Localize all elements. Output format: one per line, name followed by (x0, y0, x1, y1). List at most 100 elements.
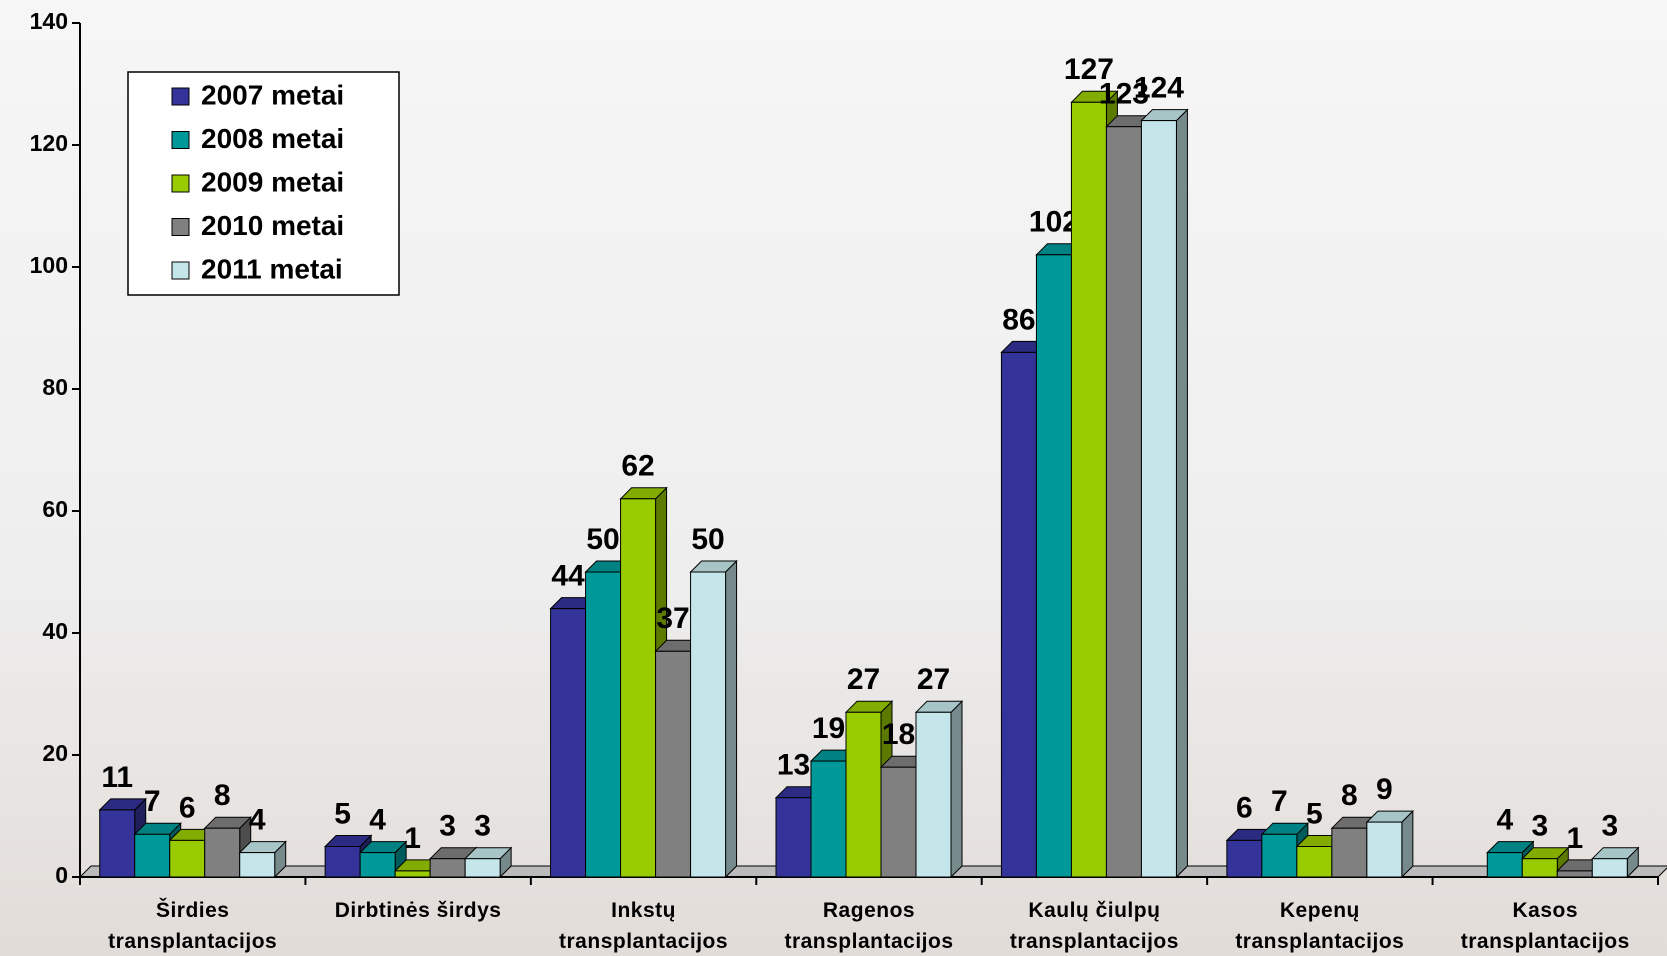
bar-front (1261, 833, 1298, 878)
bar (463, 846, 513, 879)
bar-front (1296, 846, 1333, 878)
value-label: 27 (917, 663, 950, 696)
value-label: 1 (1566, 822, 1583, 855)
bar-front (810, 760, 847, 878)
value-label: 124 (1134, 72, 1184, 105)
value-label: 8 (214, 779, 231, 812)
legend-label: 2010 metai (201, 210, 344, 241)
bar-front (845, 711, 882, 878)
bar-front (1331, 827, 1368, 878)
bar (1140, 108, 1189, 879)
bar-front (655, 650, 692, 878)
y-tick-label: 60 (42, 496, 68, 522)
value-label: 11 (101, 761, 133, 794)
bar-front (324, 846, 361, 878)
value-label: 127 (1064, 53, 1114, 86)
bar (914, 700, 964, 879)
bar-front (1591, 858, 1628, 878)
legend-swatch (171, 87, 190, 106)
value-label: 3 (1601, 810, 1618, 843)
bar-front (169, 839, 206, 878)
legend-swatch (171, 261, 190, 280)
value-label: 5 (1306, 797, 1323, 830)
value-label: 4 (249, 804, 266, 837)
value-label: 123 (1099, 78, 1149, 111)
value-label: 4 (369, 804, 386, 837)
bar-front (1070, 101, 1107, 878)
value-label: 44 (551, 560, 585, 593)
bar-side (950, 700, 963, 879)
legend-swatch (171, 131, 190, 149)
value-label: 37 (656, 602, 689, 635)
x-tick-label: Kaulų čiulpų transplantacijos (1009, 899, 1179, 953)
bar-front (775, 797, 812, 878)
value-label: 9 (1376, 773, 1393, 806)
bar-front (1000, 351, 1037, 878)
legend-label: 2007 metai (201, 79, 344, 110)
bar-front (1226, 839, 1263, 878)
bar-front (1556, 870, 1593, 878)
bar (1591, 846, 1640, 879)
value-label: 4 (1496, 804, 1513, 837)
x-tick-label: Kepenų transplantacijos (1235, 899, 1405, 953)
bar-front (429, 858, 466, 878)
value-label: 3 (1531, 810, 1548, 843)
bar-front (915, 711, 952, 878)
legend-swatch (171, 218, 190, 236)
y-tick-label: 140 (30, 8, 68, 34)
value-label: 50 (586, 523, 619, 556)
bar-front (464, 858, 501, 878)
bar-front (359, 852, 396, 878)
y-tick-label: 40 (42, 618, 68, 644)
bar (358, 840, 408, 879)
bar-front (204, 827, 241, 878)
value-label: 5 (334, 797, 351, 830)
bar (238, 840, 287, 879)
value-label: 8 (1341, 779, 1358, 812)
x-tick-label: Dirbtinės širdys (334, 899, 502, 922)
value-label: 6 (179, 791, 196, 824)
bar-front (1140, 120, 1177, 878)
bar-front (880, 766, 917, 878)
bar-side (725, 559, 738, 879)
value-label: 3 (474, 810, 491, 843)
legend-label: 2009 metai (201, 166, 344, 197)
bar-front (134, 833, 171, 878)
legend-swatch (171, 174, 190, 193)
bar-front (394, 870, 431, 878)
bar-front (1366, 821, 1403, 878)
value-label: 62 (621, 450, 654, 483)
bar-front (1105, 126, 1142, 878)
y-tick-label: 80 (42, 374, 68, 400)
legend-label: 2011 metai (201, 253, 343, 284)
bar-front (1521, 858, 1558, 878)
value-label: 7 (1271, 785, 1288, 818)
value-label: 3 (439, 810, 456, 843)
value-label: 13 (777, 749, 810, 782)
bar (1070, 90, 1119, 879)
y-tick-label: 120 (30, 130, 68, 156)
bar-front (99, 809, 136, 878)
bar (689, 559, 738, 879)
bar (1365, 809, 1415, 879)
value-label: 86 (1002, 303, 1035, 336)
bar-front (1486, 852, 1523, 878)
bar-front (1035, 254, 1072, 878)
x-tick-label: Ragenos transplantacijos (784, 899, 954, 953)
bar-front (585, 571, 622, 878)
bar-front (620, 498, 657, 878)
bar-front (690, 571, 727, 878)
value-label: 7 (144, 785, 161, 818)
value-label: 50 (691, 523, 724, 556)
legend-label: 2008 metai (201, 123, 344, 154)
value-label: 18 (882, 718, 915, 751)
value-label: 27 (847, 663, 880, 696)
y-tick-label: 20 (42, 740, 68, 766)
value-label: 102 (1029, 206, 1079, 239)
x-tick-label: Inkstų transplantacijos (559, 899, 729, 953)
value-label: 19 (812, 712, 845, 745)
bar-front (239, 852, 276, 878)
x-tick-label: Kasos transplantacijos (1460, 899, 1630, 953)
